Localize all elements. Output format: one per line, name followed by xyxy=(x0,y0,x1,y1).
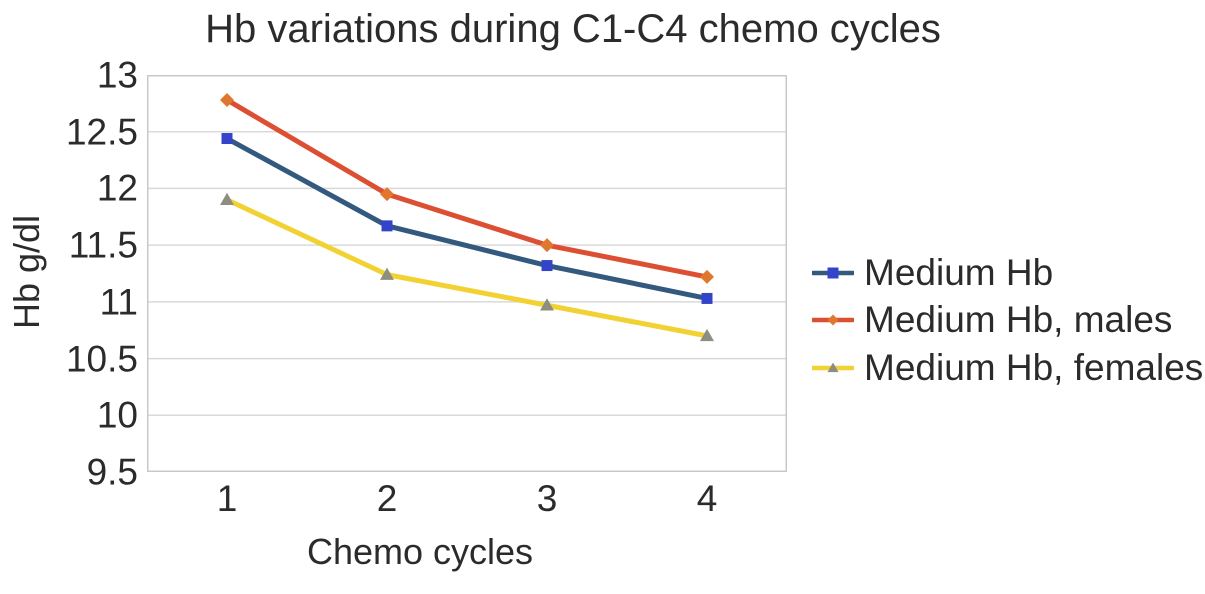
x-axis-title: Chemo cycles xyxy=(306,531,534,572)
x-tick-label: 4 xyxy=(696,478,718,519)
y-tick-label: 11.5 xyxy=(68,224,138,266)
legend-label: Medium Hb, females xyxy=(864,347,1204,388)
y-tick-label: 10.5 xyxy=(65,338,138,380)
legend-marker-medium-hb-males-icon xyxy=(812,314,854,326)
marker-diamond-icon xyxy=(540,238,554,253)
marker-triangle-icon xyxy=(827,362,839,373)
chart-title: Hb variations during C1-C4 chemo cycles xyxy=(205,7,941,51)
y-tick-label: 12.5 xyxy=(65,111,138,153)
marker-triangle-icon xyxy=(380,267,394,280)
x-tick-label: 2 xyxy=(376,478,398,519)
y-tick-label: 11 xyxy=(99,281,138,323)
legend-item-medium-hb-males: Medium Hb, males xyxy=(812,299,1172,341)
marker-square-icon xyxy=(221,133,233,145)
y-tick-label: 9.5 xyxy=(86,451,138,493)
marker-square-icon xyxy=(381,220,393,232)
x-tick-label: 3 xyxy=(536,478,558,519)
series-line-2 xyxy=(224,197,710,339)
legend-marker-medium-hb-icon xyxy=(812,267,854,279)
y-tick-label: 10 xyxy=(96,394,138,436)
marker-square-icon xyxy=(827,267,839,279)
series-line-1 xyxy=(224,97,710,280)
marker-triangle-icon xyxy=(220,192,234,206)
legend-label: Medium Hb xyxy=(864,252,1054,293)
legend-label: Medium Hb, males xyxy=(864,299,1173,340)
marker-square-icon xyxy=(701,292,713,304)
plot-area xyxy=(147,75,787,472)
y-tick-label: 13 xyxy=(96,54,138,96)
marker-diamond-icon xyxy=(220,92,234,107)
y-tick-label: 12 xyxy=(96,167,138,209)
marker-triangle-icon xyxy=(540,298,554,311)
marker-triangle-icon xyxy=(700,328,714,342)
plot-border xyxy=(147,75,787,472)
legend: Medium Hb Medium Hb, males Medium Hb, fe… xyxy=(812,0,1205,594)
marker-square-icon xyxy=(541,260,553,272)
legend-item-medium-hb-females: Medium Hb, females xyxy=(812,347,1203,389)
legend-marker-medium-hb-females-icon xyxy=(812,362,854,373)
marker-diamond-icon xyxy=(380,187,394,202)
marker-diamond-icon xyxy=(827,314,839,326)
marker-diamond-icon xyxy=(700,269,714,284)
legend-item-medium-hb: Medium Hb xyxy=(812,252,1053,294)
x-tick-label: 1 xyxy=(216,478,238,519)
series-line-0 xyxy=(224,136,710,301)
